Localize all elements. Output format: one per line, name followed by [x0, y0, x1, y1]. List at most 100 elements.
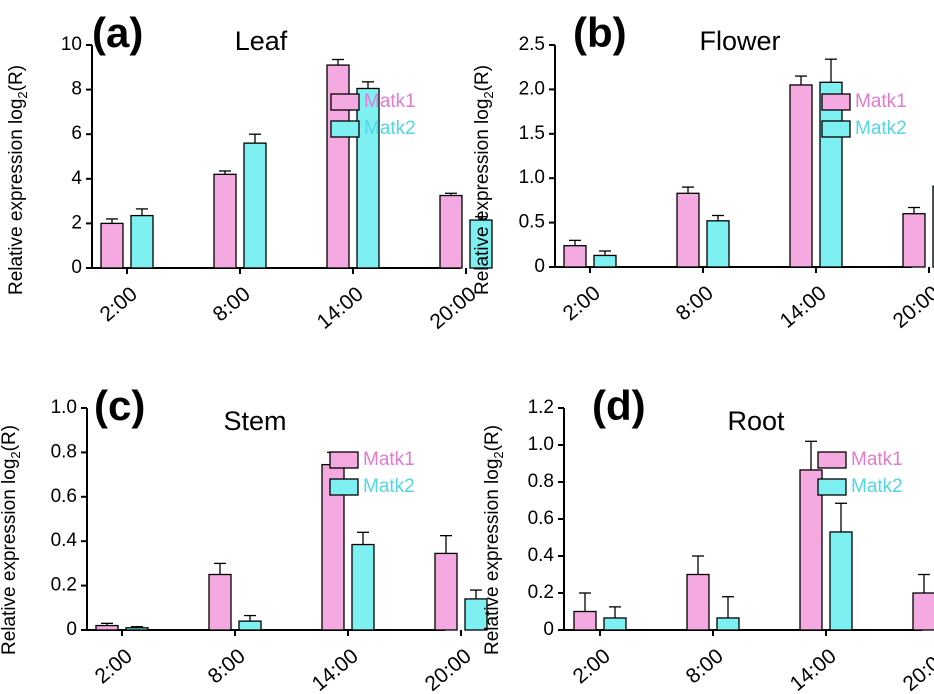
y-tick-label: 0	[66, 619, 77, 640]
bar-matk2	[603, 617, 627, 631]
y-tick-label: 1.0	[519, 167, 545, 188]
panel-label: (d)	[592, 382, 646, 429]
x-tick-label: 2:00	[96, 282, 142, 326]
bar-matk2	[243, 142, 267, 269]
legend-swatch-matk1	[821, 93, 851, 111]
bar-matk1	[676, 192, 700, 268]
panel-label: (a)	[92, 9, 143, 56]
legend-label-matk1: Matk1	[363, 449, 415, 470]
y-tick-label: 0.5	[519, 212, 545, 233]
legend-swatch-matk1	[330, 93, 360, 111]
legend-label-matk1: Matk1	[851, 449, 903, 470]
y-axis-label-subscript: 2	[8, 451, 23, 458]
y-tick-label: 0.4	[528, 545, 555, 566]
y-tick-label: 2.0	[519, 78, 545, 99]
x-tick-label: 8:00	[682, 644, 728, 688]
legend-label-matk2: Matk2	[363, 476, 415, 497]
legend-label-matk2: Matk2	[851, 476, 903, 497]
panel-c: (c) Stem Relative expression log2(R) 0 0.2 0.…	[0, 382, 488, 694]
y-axis-label-main: Relative expression log	[472, 99, 493, 295]
x-tick-label: 20:00	[899, 644, 934, 694]
y-axis-label: Relative expression log2(R)	[6, 65, 30, 295]
legend-swatch-matk2	[329, 478, 359, 496]
bar-matk2	[130, 214, 154, 269]
y-tick-label: 0.2	[51, 575, 77, 596]
legend-swatch-matk2	[817, 478, 847, 496]
bar-matk2	[356, 87, 380, 269]
x-tick-label: 2:00	[559, 281, 605, 325]
legend-swatch-matk2	[330, 120, 360, 138]
bar-matk2	[351, 543, 375, 631]
y-tick-label: 0.4	[51, 530, 78, 551]
legend-label-matk2: Matk2	[855, 118, 907, 139]
bar-matk1	[563, 245, 587, 268]
y-axis-label-subscript: 2	[15, 91, 30, 98]
panel-label: (c)	[94, 382, 145, 429]
bar-matk2	[593, 254, 617, 268]
bar-matk1	[912, 592, 934, 631]
y-tick-label: 1.0	[51, 397, 77, 418]
y-tick-label: 0	[543, 619, 554, 640]
panel-d: (d) Root Relative expression log2(R) 0 0.2 0.…	[482, 382, 934, 694]
x-tick-label: 8:00	[204, 644, 250, 688]
bar-matk1	[213, 173, 237, 269]
x-tick-label: 14:00	[308, 644, 363, 694]
legend-label-matk1: Matk1	[364, 91, 416, 112]
y-axis-label-subscript: 2	[491, 451, 506, 458]
x-tick-label: 20:00	[889, 281, 934, 332]
x-tick-label: 14:00	[313, 282, 368, 333]
y-axis-label-subscript: 2	[481, 91, 496, 98]
y-tick-label: 10	[61, 34, 82, 55]
bar-matk2	[829, 531, 853, 631]
y-axis-label-end: (R)	[482, 425, 503, 451]
bar-matk2	[716, 617, 740, 631]
bar-matk1	[208, 573, 232, 631]
bar-matk1	[100, 222, 124, 269]
y-axis-label-end: (R)	[0, 425, 20, 451]
y-tick-label: 0.8	[528, 471, 554, 492]
panel-b: (b) Flower Relative expression log2(R) 0 0.5…	[472, 9, 934, 333]
chart-title: Stem	[223, 406, 286, 436]
y-tick-label: 6	[71, 123, 82, 144]
y-tick-label: 2.5	[519, 34, 545, 55]
x-tick-label: 2:00	[569, 644, 615, 688]
y-axis-label-end: (R)	[472, 65, 493, 91]
y-axis-label-end: (R)	[6, 65, 27, 91]
legend-swatch-matk1	[329, 451, 359, 469]
y-tick-label: 4	[71, 168, 82, 189]
bar-matk2	[706, 220, 730, 268]
y-tick-label: 0.6	[528, 508, 554, 529]
bar-matk1	[902, 213, 926, 268]
x-tick-label: 8:00	[672, 281, 718, 325]
bar-matk2	[238, 620, 262, 631]
y-tick-label: 1.5	[519, 123, 545, 144]
y-tick-label: 0.2	[528, 582, 554, 603]
y-axis-label: Relative expression log2(R)	[482, 425, 506, 655]
legend-label-matk1: Matk1	[855, 91, 907, 112]
y-axis-label-main: Relative expression log	[0, 459, 20, 655]
y-axis-label-main: Relative expression log	[482, 459, 503, 655]
y-tick-label: 0.6	[51, 486, 77, 507]
panel-label: (b)	[573, 9, 627, 56]
x-tick-label: 20:00	[421, 644, 476, 694]
bar-matk1	[439, 194, 463, 269]
y-axis-label-main: Relative expression log	[6, 99, 27, 295]
bar-matk1	[686, 573, 710, 631]
y-tick-label: 0.8	[51, 441, 77, 462]
legend-label-matk2: Matk2	[364, 118, 416, 139]
bar-matk2	[125, 627, 149, 631]
legend-swatch-matk1	[817, 451, 847, 469]
bar-matk1	[434, 552, 458, 631]
chart-title: Flower	[699, 26, 780, 56]
x-tick-label: 8:00	[209, 282, 255, 326]
chart-title: Leaf	[235, 26, 288, 56]
x-tick-label: 14:00	[786, 644, 841, 694]
bar-matk1	[95, 624, 119, 631]
y-tick-label: 8	[71, 79, 82, 100]
bar-matk1	[789, 84, 813, 268]
y-tick-label: 2	[71, 212, 82, 233]
y-tick-label: 0	[534, 256, 545, 277]
y-axis-label: Relative expression log2(R)	[472, 65, 496, 295]
y-tick-label: 1.2	[528, 397, 554, 418]
